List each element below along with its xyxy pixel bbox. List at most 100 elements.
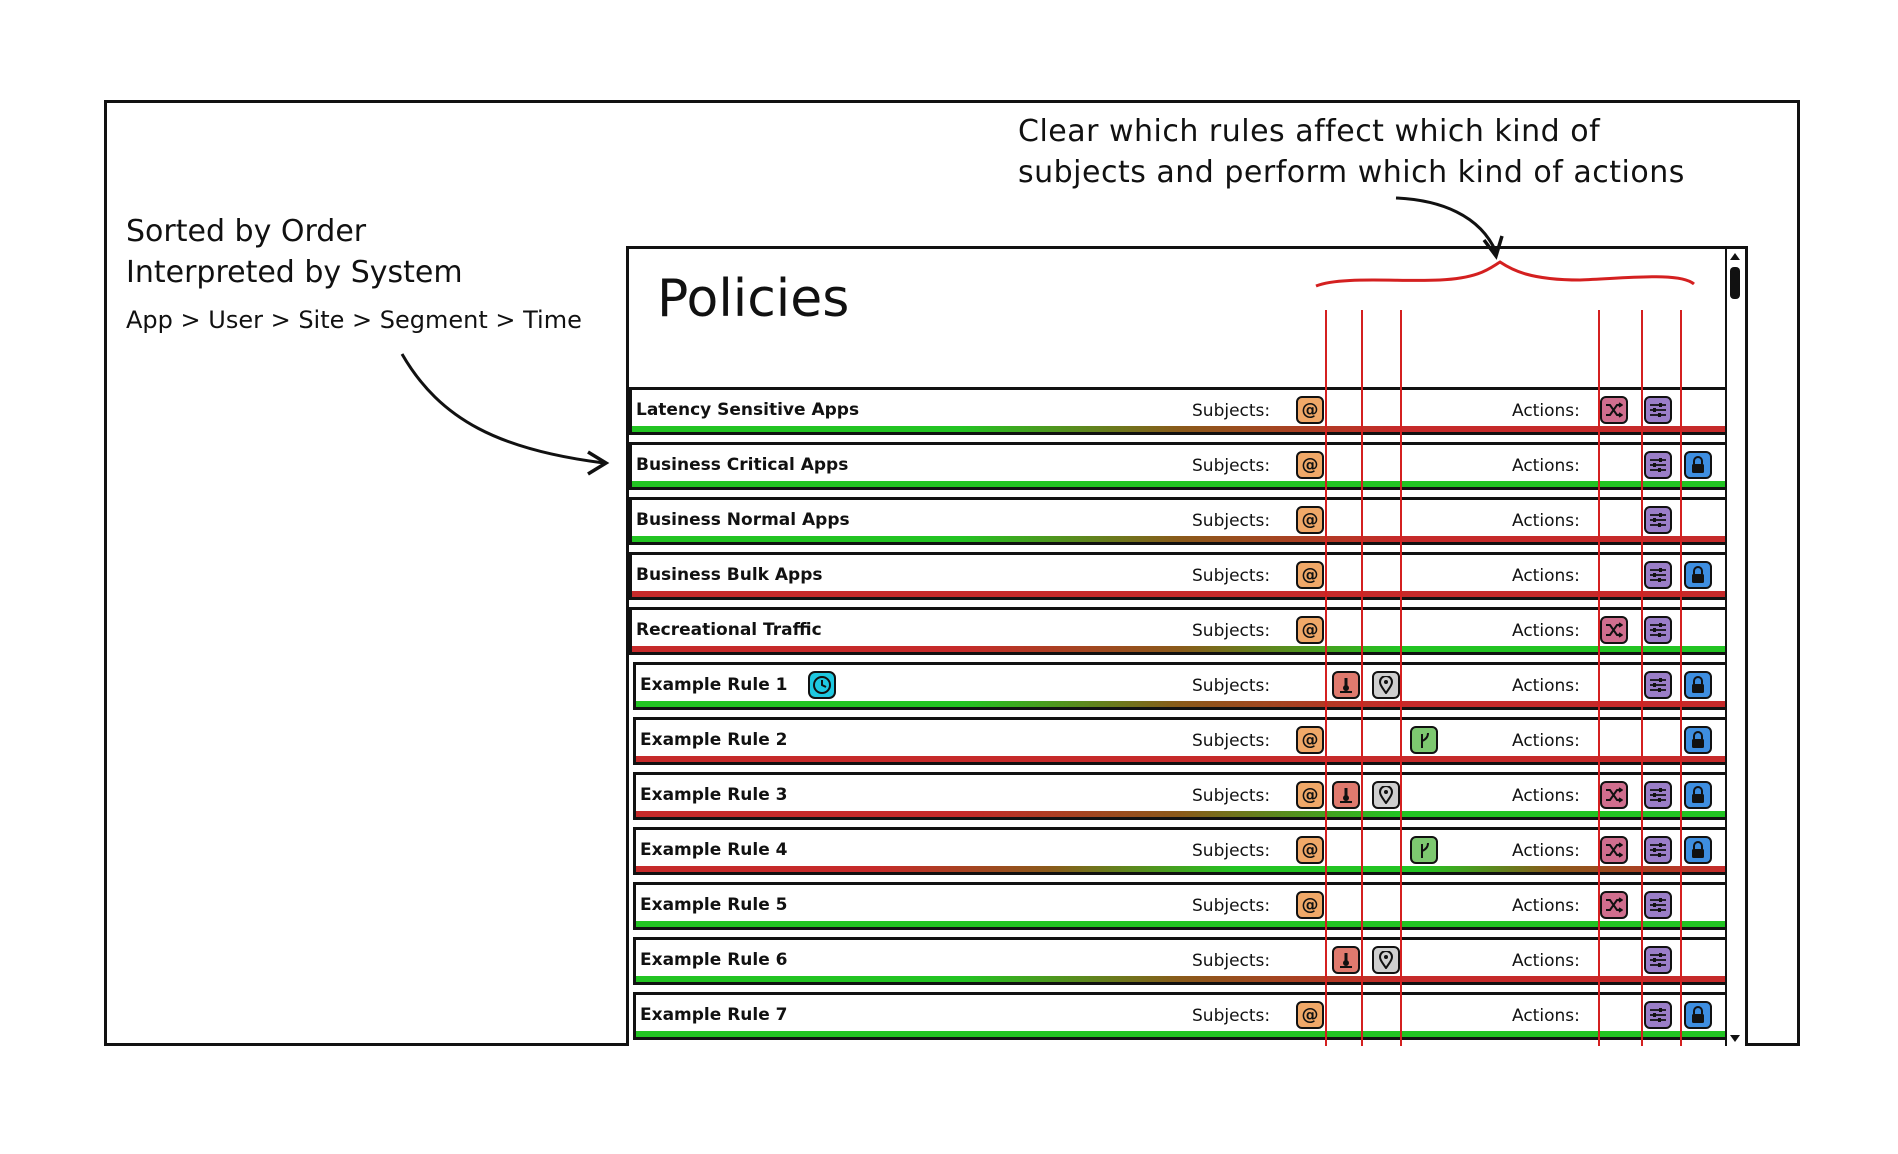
policy-name: Example Rule 6 — [640, 950, 788, 970]
annotation-order: App > User > Site > Segment > Time — [126, 306, 582, 334]
actions-label: Actions: — [1512, 841, 1580, 861]
shuffle-icon — [1600, 781, 1628, 809]
actions-label: Actions: — [1512, 456, 1580, 476]
column-guide-lines — [1325, 310, 1682, 1046]
at-icon: @ — [1296, 891, 1324, 919]
lock-icon — [1684, 836, 1712, 864]
shuffle-icon — [1600, 891, 1628, 919]
subjects-label: Subjects: — [1192, 566, 1271, 586]
policy-row[interactable]: Business Critical Apps Subjects: @ Actions: — [629, 442, 1729, 490]
policy-name: Recreational Traffic — [636, 620, 822, 640]
user-icon — [1332, 671, 1360, 699]
page-title: Policies — [657, 269, 850, 329]
policies-panel: Policies Latency Sensitive Apps Subjects:… — [626, 246, 1748, 1046]
policy-row[interactable]: Example Rule 6 Subjects: Actions: — [633, 937, 1729, 985]
policy-row[interactable]: Latency Sensitive Apps Subjects: @ Actions: — [629, 387, 1729, 435]
shuffle-icon — [1600, 836, 1628, 864]
priority-bar — [632, 536, 1726, 542]
policy-row[interactable]: Business Normal Apps Subjects: @ Actions: — [629, 497, 1729, 545]
at-icon: @ — [1296, 836, 1324, 864]
policy-name: Example Rule 4 — [640, 840, 788, 860]
annotation-interpreted: Interpreted by System — [126, 255, 463, 290]
priority-bar — [636, 701, 1726, 707]
policy-row[interactable]: Business Bulk Apps Subjects: @ Actions: — [629, 552, 1729, 600]
lock-icon — [1684, 451, 1712, 479]
policy-name: Latency Sensitive Apps — [636, 400, 860, 420]
sliders-icon — [1644, 616, 1672, 644]
priority-bar — [632, 591, 1726, 597]
at-icon: @ — [1296, 726, 1324, 754]
actions-label: Actions: — [1512, 401, 1580, 421]
subjects-label: Subjects: — [1192, 731, 1271, 751]
subjects-label: Subjects: — [1192, 1006, 1271, 1026]
clock-icon — [808, 671, 836, 699]
shuffle-icon — [1600, 396, 1628, 424]
arrow-to-brace-head — [1482, 235, 1504, 260]
policy-name: Example Rule 2 — [640, 730, 788, 750]
priority-bar — [636, 921, 1726, 927]
actions-label: Actions: — [1512, 621, 1580, 641]
policy-name: Business Critical Apps — [636, 455, 849, 475]
policy-row[interactable]: Example Rule 2 Subjects: @ Actions: — [633, 717, 1729, 765]
sliders-icon — [1644, 506, 1672, 534]
at-icon: @ — [1296, 616, 1324, 644]
lock-icon — [1684, 1001, 1712, 1029]
lock-icon — [1684, 561, 1712, 589]
curly-brace — [1315, 260, 1695, 288]
sliders-icon — [1644, 561, 1672, 589]
lock-icon — [1684, 726, 1712, 754]
priority-bar — [636, 1031, 1726, 1037]
branch-icon — [1410, 836, 1438, 864]
at-icon: @ — [1296, 781, 1324, 809]
at-icon: @ — [1296, 396, 1324, 424]
priority-bar — [636, 976, 1726, 982]
sliders-icon — [1644, 451, 1672, 479]
policy-row[interactable]: Recreational Traffic Subjects: @ Actions: — [629, 607, 1729, 655]
annotation-clear-line-1: Clear which rules affect which kind of — [1018, 114, 1601, 149]
annotation-clear-line-2: subjects and perform which kind of actio… — [1018, 155, 1685, 190]
priority-bar — [632, 426, 1726, 432]
at-icon: @ — [1296, 1001, 1324, 1029]
actions-label: Actions: — [1512, 511, 1580, 531]
subjects-label: Subjects: — [1192, 621, 1271, 641]
policy-row[interactable]: Example Rule 3 Subjects: @ Actions: — [633, 772, 1729, 820]
subjects-label: Subjects: — [1192, 896, 1271, 916]
policy-name: Business Normal Apps — [636, 510, 850, 530]
actions-label: Actions: — [1512, 896, 1580, 916]
subjects-label: Subjects: — [1192, 511, 1271, 531]
sliders-icon — [1644, 1001, 1672, 1029]
sliders-icon — [1644, 891, 1672, 919]
scroll-up-arrow-icon[interactable] — [1729, 251, 1741, 261]
policy-row[interactable]: Example Rule 5 Subjects: @ Actions: — [633, 882, 1729, 930]
sliders-icon — [1644, 396, 1672, 424]
subjects-label: Subjects: — [1192, 456, 1271, 476]
policy-name: Example Rule 1 — [640, 675, 788, 695]
policy-name: Example Rule 7 — [640, 1005, 788, 1025]
scroll-down-arrow-icon[interactable] — [1729, 1034, 1741, 1044]
subjects-label: Subjects: — [1192, 951, 1271, 971]
scrollbar[interactable] — [1725, 249, 1745, 1046]
subjects-label: Subjects: — [1192, 841, 1271, 861]
priority-bar — [636, 866, 1726, 872]
scroll-thumb[interactable] — [1730, 267, 1740, 299]
policy-row[interactable]: Example Rule 7 Subjects: @ Actions: — [633, 992, 1729, 1040]
sliders-icon — [1644, 946, 1672, 974]
location-pin-icon — [1372, 781, 1400, 809]
policy-row[interactable]: Example Rule 4 Subjects: @ Actions: — [633, 827, 1729, 875]
sliders-icon — [1644, 836, 1672, 864]
policy-name: Example Rule 3 — [640, 785, 788, 805]
actions-label: Actions: — [1512, 676, 1580, 696]
user-icon — [1332, 781, 1360, 809]
annotation-sorted: Sorted by Order — [126, 214, 367, 249]
at-icon: @ — [1296, 451, 1324, 479]
shuffle-icon — [1600, 616, 1628, 644]
user-icon — [1332, 946, 1360, 974]
arrow-to-brace — [1395, 196, 1498, 253]
priority-bar — [636, 756, 1726, 762]
subjects-label: Subjects: — [1192, 786, 1271, 806]
location-pin-icon — [1372, 671, 1400, 699]
actions-label: Actions: — [1512, 951, 1580, 971]
arrow-to-list-head — [587, 450, 610, 476]
lock-icon — [1684, 671, 1712, 699]
